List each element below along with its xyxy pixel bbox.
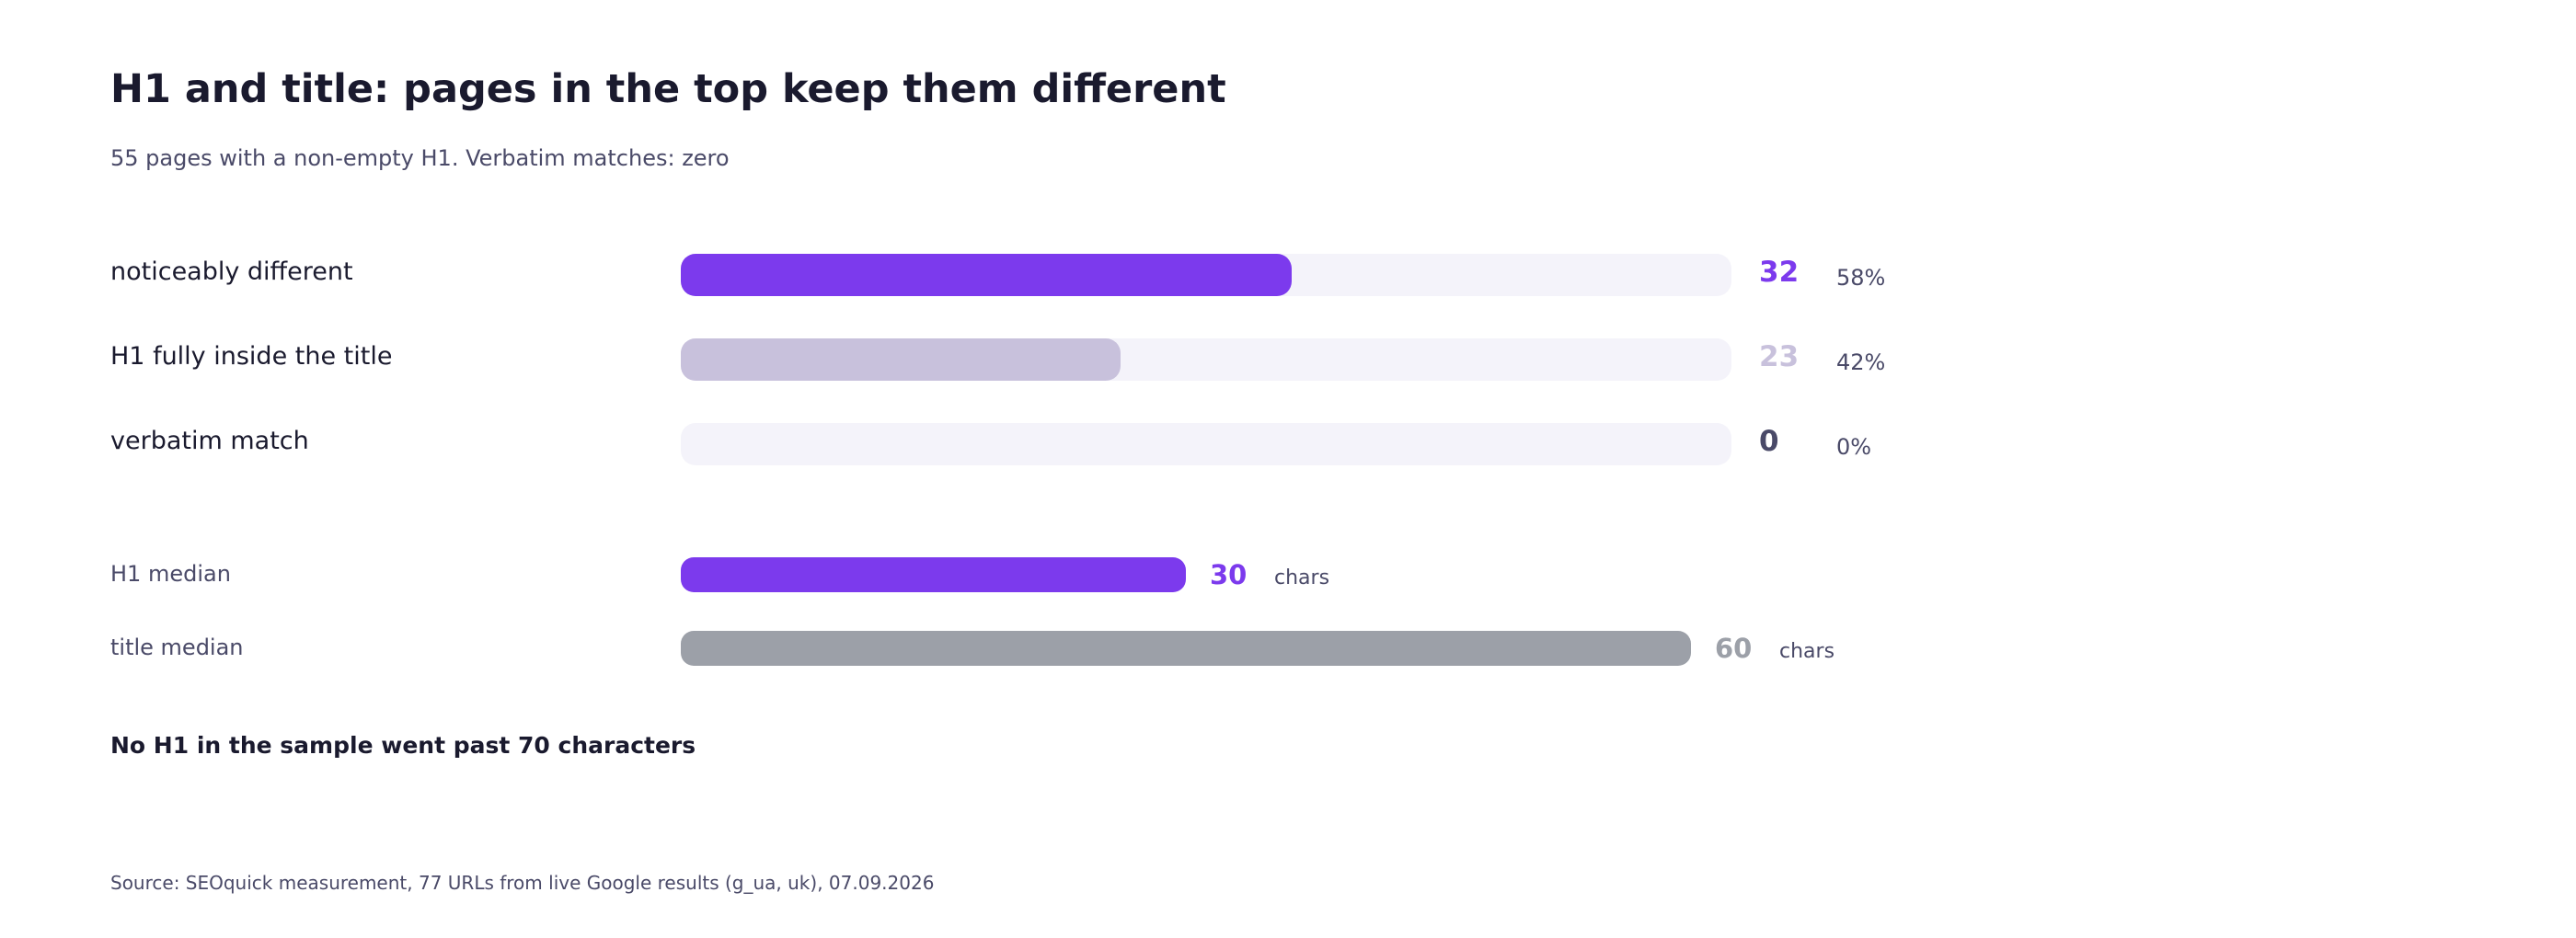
bar [681, 338, 1121, 381]
median-label: title median [110, 635, 244, 660]
bar-percent-label: 0% [1836, 434, 1872, 460]
bar-track [681, 254, 1731, 296]
bar-label: H1 fully inside the title [110, 342, 393, 371]
bar-track [681, 423, 1731, 465]
median-value-label: 60 [1715, 633, 1753, 664]
median-bar [681, 631, 1691, 666]
bar-value-label: 0 [1759, 425, 1779, 458]
chart-source: Source: SEOquick measurement, 77 URLs fr… [110, 872, 935, 894]
bar-track [681, 338, 1731, 381]
chart-note: No H1 in the sample went past 70 charact… [110, 732, 696, 759]
bar-label: noticeably different [110, 257, 353, 286]
median-unit-label: chars [1779, 640, 1835, 663]
median-unit-label: chars [1274, 566, 1330, 589]
median-value-label: 30 [1210, 559, 1248, 590]
median-bar [681, 557, 1186, 592]
bar-percent-label: 58% [1836, 265, 1886, 291]
median-label: H1 median [110, 561, 231, 587]
bar-label: verbatim match [110, 427, 309, 455]
chart-subtitle: 55 pages with a non-empty H1. Verbatim m… [110, 145, 730, 171]
bar [681, 254, 1292, 296]
bar-value-label: 32 [1759, 256, 1800, 289]
bar-percent-label: 42% [1836, 349, 1886, 375]
chart-title: H1 and title: pages in the top keep them… [110, 66, 1226, 112]
bar-value-label: 23 [1759, 340, 1800, 373]
